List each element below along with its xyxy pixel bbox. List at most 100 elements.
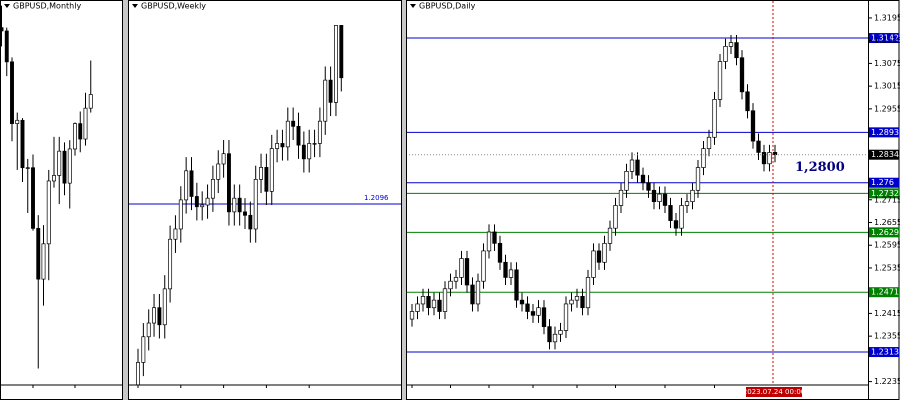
pane-title: GBPUSD,Weekly: [141, 2, 206, 11]
candle-body: [409, 311, 415, 320]
candle-body: [464, 258, 470, 286]
candle-body: [52, 175, 56, 182]
candle-body: [580, 296, 585, 309]
level-label-box: [869, 287, 899, 298]
crosshair-box: [746, 387, 802, 397]
candle-body: [194, 196, 199, 208]
candle-body: [552, 333, 558, 343]
candle-body: [67, 148, 72, 184]
candle-body: [750, 110, 756, 142]
candle-body: [745, 91, 750, 112]
candle-body: [728, 42, 734, 47]
candle-body: [10, 61, 14, 124]
candle-body: [503, 261, 508, 278]
candle-body: [618, 189, 624, 206]
candle-body: [296, 125, 301, 146]
candle-body: [0, 27, 4, 32]
candle-body: [323, 79, 328, 122]
pane-divider: [123, 0, 128, 400]
candle-body: [146, 322, 151, 338]
candle-body: [275, 143, 280, 149]
level-label: 1.2313: [871, 348, 899, 357]
candle-body: [459, 258, 464, 278]
candle-body: [470, 284, 475, 305]
candle-body: [334, 25, 338, 103]
pane-divider: [402, 0, 406, 400]
candle-body: [563, 303, 569, 331]
candle-body: [46, 180, 51, 245]
candle-body: [646, 182, 651, 191]
candle-body: [662, 193, 668, 206]
y-tick-label: 1.2655: [874, 218, 900, 227]
candle-body: [651, 189, 657, 203]
candle-body: [558, 330, 563, 335]
candle-body: [679, 205, 684, 229]
candle-body: [596, 250, 602, 263]
candle-body: [31, 167, 35, 229]
candle-body: [690, 189, 695, 203]
candle-body: [668, 205, 673, 221]
candle-body: [431, 299, 437, 309]
candle-body: [734, 42, 739, 59]
price-label: 1.2834: [871, 150, 899, 159]
y-tick-label: 1.2595: [874, 241, 900, 250]
candle-body: [269, 148, 274, 192]
candle-body: [613, 205, 618, 229]
candle-body: [640, 174, 646, 184]
candle-body: [136, 362, 140, 385]
level-label-box: [869, 127, 899, 138]
candle-body: [253, 179, 258, 230]
candle-body: [453, 277, 459, 282]
level-label-box: [869, 33, 899, 44]
candle-body: [178, 199, 183, 230]
candle-body: [57, 150, 62, 176]
candle-body: [717, 61, 723, 100]
candle-body: [547, 326, 552, 343]
price-label-box: [869, 149, 899, 160]
candle-body: [607, 227, 613, 244]
y-tick-label: 1.2235: [874, 377, 900, 386]
candle-body: [264, 167, 269, 192]
candle-body: [426, 296, 431, 309]
candle-body: [216, 163, 221, 180]
candle-body: [657, 193, 662, 203]
y-tick-label: 1.2535: [874, 263, 900, 272]
candle-body: [508, 269, 514, 278]
y-tick-label: 1.2415: [874, 309, 900, 318]
candle-body: [486, 231, 492, 252]
y-tick-label: 1.3015: [874, 82, 900, 91]
candle-body: [189, 170, 194, 197]
candle-body: [162, 288, 167, 326]
pane: [406, 35, 868, 353]
y-tick-label: 1.3195: [874, 13, 900, 22]
title-icon: [4, 4, 10, 8]
candle-body: [339, 25, 344, 79]
title-icon: [410, 4, 416, 8]
candle-body: [442, 288, 448, 312]
candle-body: [210, 179, 215, 199]
candle-body: [448, 280, 453, 290]
candle-body: [695, 167, 701, 191]
candle-body: [514, 269, 519, 301]
candle-body: [756, 140, 761, 153]
candle-body: [317, 120, 322, 144]
candle-body: [248, 214, 253, 230]
candle-body: [41, 243, 46, 280]
candle-body: [536, 307, 541, 316]
candle-body: [291, 120, 296, 127]
level-label: 1.2893: [871, 128, 899, 137]
level-label-box: [869, 347, 899, 358]
candle-body: [530, 311, 536, 316]
candle-body: [481, 250, 486, 282]
candle-body: [36, 228, 41, 280]
candle-body: [475, 280, 481, 305]
candle-body: [525, 303, 530, 312]
candle-body: [73, 123, 77, 150]
candle-body: [569, 299, 574, 305]
candle-body: [701, 148, 706, 168]
candle-body: [237, 197, 242, 213]
candle-body: [673, 220, 679, 229]
candle-body: [629, 159, 635, 172]
